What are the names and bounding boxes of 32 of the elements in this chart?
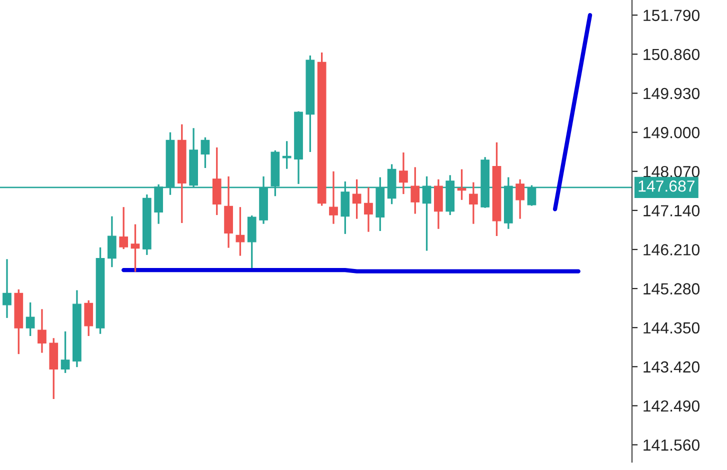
y-tick-label: 146.210 (644, 244, 700, 256)
candlestick (329, 171, 338, 224)
candlestick (84, 300, 94, 336)
y-tick-label: 149.000 (644, 126, 700, 138)
candlestick (352, 179, 362, 219)
y-tick-label: 143.420 (644, 361, 700, 373)
candlestick (119, 207, 128, 250)
candlestick (2, 259, 12, 318)
candlestick (410, 167, 420, 214)
y-tick-label: 150.860 (644, 48, 700, 60)
y-tick-label: 144.350 (644, 322, 700, 334)
y-tick-label: 149.930 (644, 88, 700, 100)
y-tick-label: 141.560 (644, 439, 700, 451)
candlestick (60, 331, 70, 373)
line-series (552, 13, 592, 212)
candlestick (26, 302, 35, 336)
candlestick (236, 207, 245, 256)
candlestick (399, 152, 408, 194)
candlestick (108, 216, 116, 268)
candlestick (200, 137, 210, 168)
y-tick-label: 147.140 (644, 205, 700, 216)
y-tick-label: 142.490 (644, 400, 700, 412)
y-tick-label: 148.070 (644, 166, 700, 178)
candlestick (468, 182, 478, 224)
candlestick (130, 224, 140, 272)
candlestick (364, 187, 373, 232)
y-tick-label: 151.790 (644, 10, 700, 22)
ref-line-label: 147.687 (638, 180, 694, 192)
candlestick (282, 141, 292, 169)
y-tick-label: 145.280 (644, 283, 700, 294)
candlestick (38, 309, 46, 353)
candlestick (516, 179, 524, 219)
